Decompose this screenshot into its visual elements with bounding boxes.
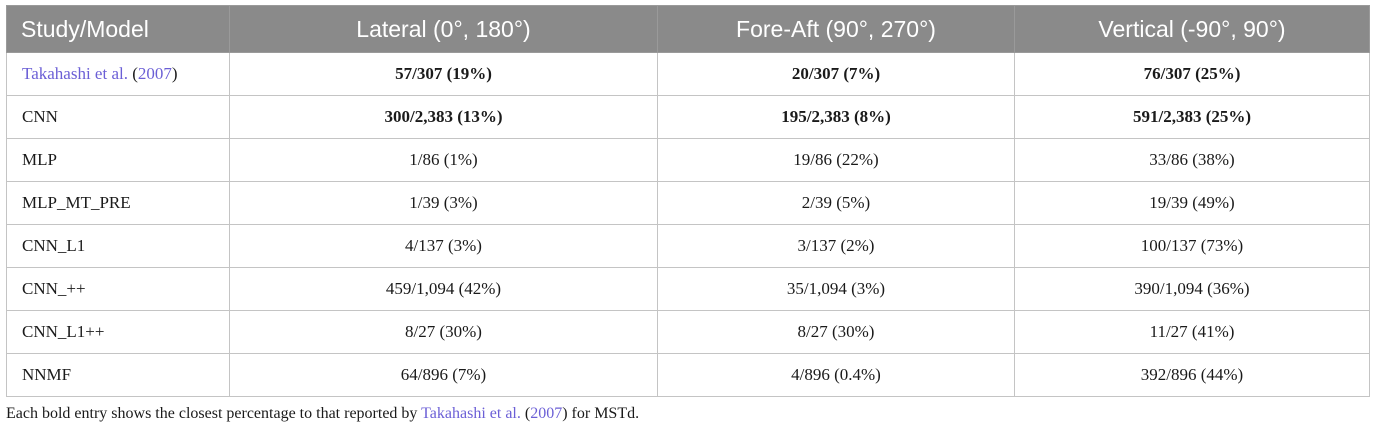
header-vertical: Vertical (-90°, 90°): [1014, 5, 1370, 53]
model-cell: NNMF: [6, 353, 230, 397]
model-cell: Takahashi et al. (2007): [6, 52, 230, 96]
model-cell: MLP: [6, 138, 230, 182]
lateral-cell: 459/1,094 (42%): [229, 267, 658, 311]
fore-aft-cell: 20/307 (7%): [657, 52, 1015, 96]
table-footnote: Each bold entry shows the closest percen…: [6, 405, 639, 423]
header-row: Study/Model Lateral (0°, 180°) Fore-Aft …: [6, 5, 1370, 53]
footnote-paren-open: (: [520, 405, 531, 422]
table-row-cnn-plusplus: CNN_++ 459/1,094 (42%) 35/1,094 (3%) 390…: [6, 267, 1370, 311]
citation-year-link[interactable]: 2007: [137, 64, 172, 83]
footnote-text: Each bold entry shows the closest percen…: [6, 405, 422, 422]
table-row-takahashi: Takahashi et al. (2007) 57/307 (19%) 20/…: [6, 52, 1370, 96]
lateral-cell: 4/137 (3%): [229, 224, 658, 268]
table-row-cnn-l1-plusplus: CNN_L1++ 8/27 (30%) 8/27 (30%) 11/27 (41…: [6, 310, 1370, 354]
footnote-tail: ) for MSTd.: [562, 405, 640, 422]
fore-aft-cell: 4/896 (0.4%): [657, 353, 1015, 397]
table-row-cnn: CNN 300/2,383 (13%) 195/2,383 (8%) 591/2…: [6, 95, 1370, 139]
model-cell: CNN_L1: [6, 224, 230, 268]
model-cell: CNN_++: [6, 267, 230, 311]
fore-aft-cell: 19/86 (22%): [657, 138, 1015, 182]
model-cell: CNN: [6, 95, 230, 139]
table-row-mlp: MLP 1/86 (1%) 19/86 (22%) 33/86 (38%): [6, 138, 1370, 182]
vertical-cell: 392/896 (44%): [1014, 353, 1370, 397]
vertical-cell: 390/1,094 (36%): [1014, 267, 1370, 311]
fore-aft-cell: 195/2,383 (8%): [657, 95, 1015, 139]
footnote-citation-link[interactable]: Takahashi et al.: [421, 405, 521, 422]
vertical-cell: 11/27 (41%): [1014, 310, 1370, 354]
vertical-cell: 33/86 (38%): [1014, 138, 1370, 182]
lateral-cell: 300/2,383 (13%): [229, 95, 658, 139]
citation-paren-open: (: [127, 64, 138, 83]
model-cell: MLP_MT_PRE: [6, 181, 230, 225]
model-cell: CNN_L1++: [6, 310, 230, 354]
lateral-cell: 1/86 (1%): [229, 138, 658, 182]
lateral-cell: 1/39 (3%): [229, 181, 658, 225]
citation-paren-close: ): [171, 64, 178, 83]
fore-aft-cell: 8/27 (30%): [657, 310, 1015, 354]
vertical-cell: 19/39 (49%): [1014, 181, 1370, 225]
results-table: Study/Model Lateral (0°, 180°) Fore-Aft …: [6, 5, 1370, 397]
header-lateral: Lateral (0°, 180°): [229, 5, 658, 53]
lateral-cell: 64/896 (7%): [229, 353, 658, 397]
fore-aft-cell: 35/1,094 (3%): [657, 267, 1015, 311]
lateral-cell: 8/27 (30%): [229, 310, 658, 354]
vertical-cell: 591/2,383 (25%): [1014, 95, 1370, 139]
vertical-cell: 76/307 (25%): [1014, 52, 1370, 96]
lateral-cell: 57/307 (19%): [229, 52, 658, 96]
fore-aft-cell: 3/137 (2%): [657, 224, 1015, 268]
vertical-cell: 100/137 (73%): [1014, 224, 1370, 268]
table-row-nnmf: NNMF 64/896 (7%) 4/896 (0.4%) 392/896 (4…: [6, 353, 1370, 397]
citation-link[interactable]: Takahashi et al.: [22, 64, 128, 83]
header-study-model: Study/Model: [6, 5, 230, 53]
table-row-mlp-mt-pre: MLP_MT_PRE 1/39 (3%) 2/39 (5%) 19/39 (49…: [6, 181, 1370, 225]
footnote-year-link[interactable]: 2007: [530, 405, 563, 422]
table-row-cnn-l1: CNN_L1 4/137 (3%) 3/137 (2%) 100/137 (73…: [6, 224, 1370, 268]
header-fore-aft: Fore-Aft (90°, 270°): [657, 5, 1015, 53]
fore-aft-cell: 2/39 (5%): [657, 181, 1015, 225]
